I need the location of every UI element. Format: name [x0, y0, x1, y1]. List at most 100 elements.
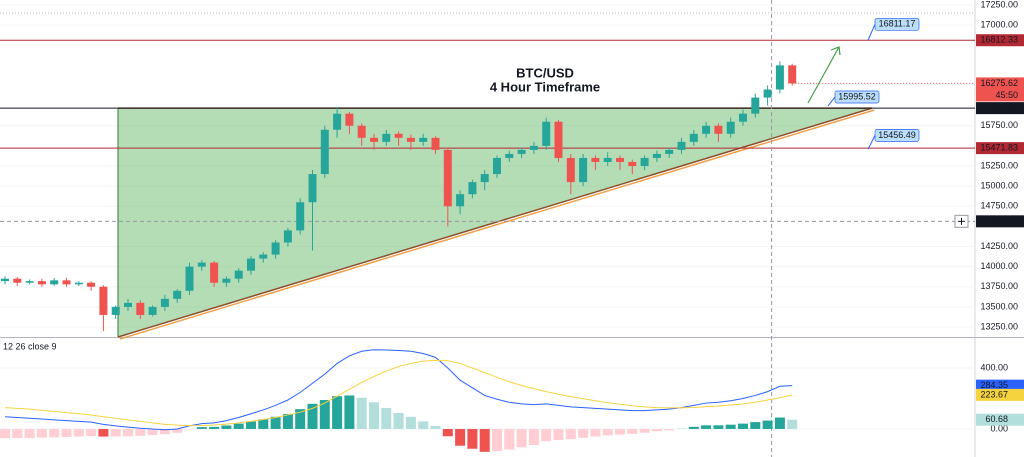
value-label: 284.35 [980, 380, 1008, 390]
chart-subtitle: 4 Hour Timeframe [490, 79, 600, 94]
value-label: 60.68 [985, 414, 1008, 424]
candle-body [13, 278, 22, 283]
y-tick-label: 15000.00 [980, 181, 1018, 191]
candle-body [689, 133, 698, 142]
y-tick-label: 17250.00 [980, 0, 1018, 9]
level-label: 15968.98 [980, 102, 1018, 112]
candle-body [542, 121, 551, 146]
histogram-bar [123, 428, 133, 437]
histogram-bar [61, 428, 72, 438]
candle-body [370, 137, 378, 142]
candle-body [763, 89, 772, 98]
callout-box [834, 90, 880, 104]
level-label: 16812.33 [980, 35, 1018, 45]
candle-body [579, 157, 588, 183]
candle-body [259, 254, 268, 259]
histogram-bar [578, 428, 589, 438]
histogram-bar [36, 428, 47, 438]
candle-body [529, 145, 538, 150]
candle-body [603, 157, 612, 162]
callout-box [874, 129, 920, 142]
candle-body [50, 280, 59, 285]
histogram-bar [319, 400, 330, 429]
histogram-bar [688, 426, 699, 429]
histogram-bar [246, 421, 256, 429]
candle-body [333, 113, 342, 130]
y2-tick-label: 400.00 [980, 362, 1008, 372]
histogram-bar [0, 428, 10, 439]
candle-body [296, 202, 305, 231]
histogram-bar [12, 428, 23, 439]
histogram-bar [602, 428, 613, 436]
crosshair-badge [976, 215, 1024, 228]
candle-body [726, 121, 735, 134]
support-line [117, 107, 873, 338]
callout-label: 16811.17 [879, 19, 916, 29]
candle-body [505, 153, 514, 158]
value-badge [976, 379, 1024, 392]
candle-body [739, 113, 747, 122]
candle-body [677, 141, 686, 150]
histogram-bar [233, 423, 244, 429]
y-tick-label: 13500.00 [980, 301, 1018, 311]
candle-body [185, 266, 194, 291]
arrow-head [830, 46, 841, 56]
histogram-bar [381, 407, 392, 429]
candle-body [308, 174, 317, 203]
histogram-bar [479, 428, 490, 452]
candle-body [87, 282, 96, 287]
histogram-bar [528, 428, 539, 445]
histogram-bar [651, 428, 662, 432]
candle-body [665, 149, 674, 154]
candle-body [283, 230, 292, 243]
candle-body [99, 286, 108, 315]
histogram-bar [504, 428, 515, 450]
candle-body [493, 157, 501, 175]
histogram-bar [738, 423, 748, 429]
histogram-bar [98, 428, 109, 437]
value-badge [976, 388, 1024, 401]
y-tick-label: 14000.00 [980, 261, 1018, 271]
histogram-bar [750, 422, 761, 429]
candle-body [443, 149, 452, 207]
candle-body [554, 121, 563, 158]
candle-body [234, 270, 243, 279]
histogram-bar [86, 428, 97, 437]
histogram-bar [49, 428, 60, 438]
histogram-bar [24, 428, 35, 439]
level-label: 15471.83 [980, 143, 1018, 153]
candle-body [591, 157, 600, 162]
callout-box [874, 17, 920, 31]
candle-body [468, 182, 477, 195]
y-tick-label: 13750.00 [980, 281, 1018, 291]
candle-body [1, 278, 9, 282]
histogram-bar [541, 428, 552, 442]
candle-body [173, 290, 182, 299]
candle-body [25, 281, 34, 283]
histogram-bar [221, 425, 232, 429]
histogram-bar [405, 416, 416, 429]
candle-body [406, 137, 415, 142]
indicator-title: 12 26 close 9 [3, 341, 57, 351]
histogram-bar [258, 419, 269, 429]
candle-body [517, 149, 526, 154]
histogram-bar [369, 402, 379, 429]
y-tick-label: 15250.00 [980, 160, 1018, 170]
candle-body [788, 65, 797, 84]
candle-body [62, 280, 71, 285]
candle-body [714, 125, 723, 134]
histogram-bar [172, 428, 183, 433]
histogram-bar [467, 428, 478, 449]
histogram-bar [418, 421, 429, 429]
candle-body [775, 65, 784, 90]
callout-label: 15995.52 [838, 91, 876, 101]
histogram-bar [787, 419, 798, 429]
histogram-bar [615, 428, 625, 435]
y-tick-label: 13250.00 [980, 321, 1018, 331]
candle-body [419, 137, 428, 142]
crosshair-label: 14562.82 [980, 216, 1018, 226]
candle-body [210, 262, 219, 283]
histogram-bar [639, 428, 650, 433]
candle-body [136, 302, 145, 315]
histogram-bar [565, 428, 576, 440]
